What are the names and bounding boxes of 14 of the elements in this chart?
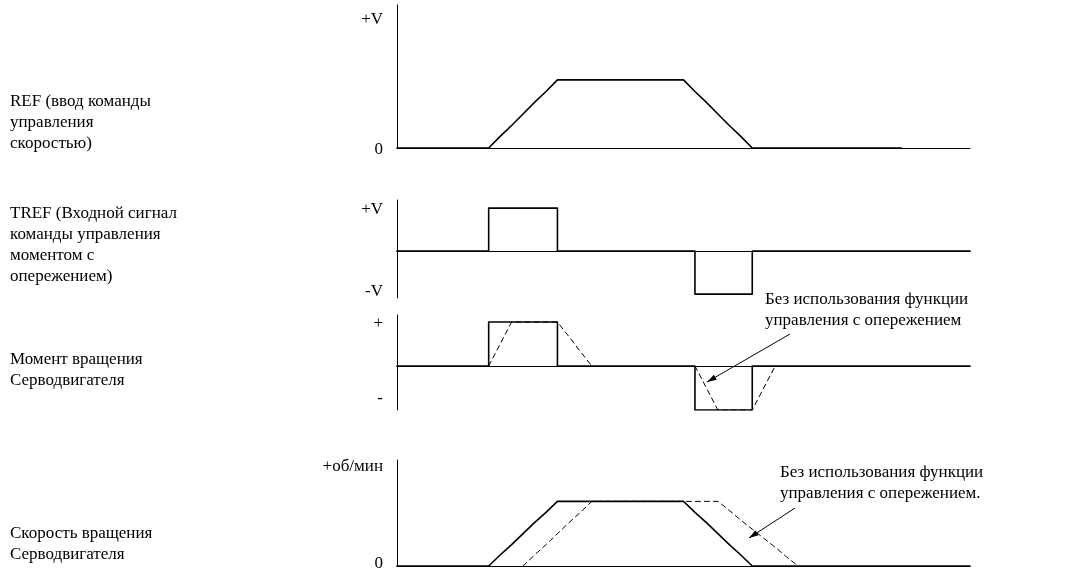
text: + (373, 312, 383, 332)
y-axis-title: TREF (Входной сигнал команды управления моментом с опережением) (10, 203, 182, 285)
text: 0 (374, 138, 383, 158)
y-axis-title: REF (ввод команды управления скоростью) (10, 91, 156, 152)
text: +об/мин (322, 455, 383, 475)
text: +V (361, 198, 384, 218)
text: - (377, 387, 384, 407)
annotation: Без использования функции управления с опережением (765, 288, 970, 330)
text: 0 (374, 552, 383, 570)
annotation: Без использования функции управления с опережением. (780, 461, 985, 503)
y-axis-title: Скорость вращения Серводвигателя (10, 523, 157, 563)
y-axis-title: Момент вращения Серводвигателя (10, 349, 147, 389)
text: +V (361, 8, 384, 28)
text: -V (365, 280, 384, 300)
